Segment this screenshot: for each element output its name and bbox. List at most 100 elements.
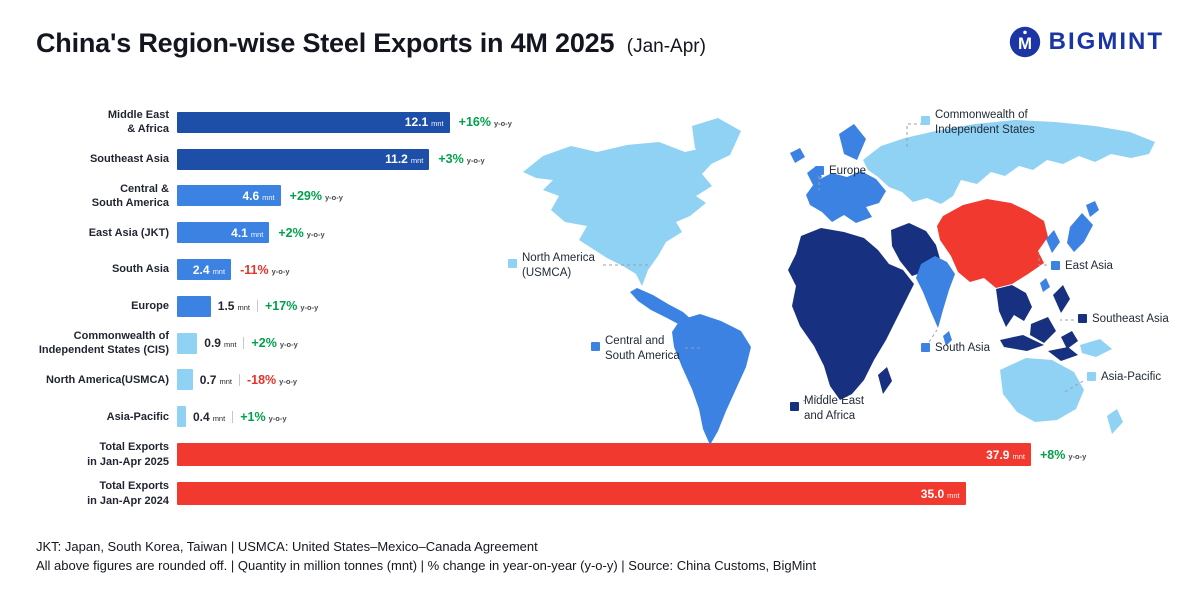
map-region-philippines bbox=[1053, 285, 1070, 313]
map-region-north-america bbox=[523, 142, 715, 286]
bar-row-total-2025: Total Exports in Jan-Apr 2025 37.9 mnt +8%… bbox=[36, 435, 1136, 474]
bar-south-asia: 2.4 mnt bbox=[177, 259, 232, 281]
bar-row-asia-pacific: Asia-Pacific 0.4 mnt +1% y-o-y bbox=[36, 398, 1136, 435]
map-region-south-asia bbox=[916, 256, 955, 328]
bar-row-cis: Commonwealth of Independent States (CIS) … bbox=[36, 325, 1136, 362]
bar-value: 2.4 mnt bbox=[192, 262, 226, 277]
bar-track: 4.6 mnt +29% y-o-y bbox=[177, 178, 1031, 215]
legend-square-central-south-america bbox=[591, 342, 600, 351]
value-separator bbox=[238, 373, 240, 386]
bar-row-label: South Asia bbox=[111, 263, 169, 276]
bar-row-label: Southeast Asia bbox=[89, 153, 169, 166]
bar-track: 1.5 mnt +17% y-o-y bbox=[177, 288, 1031, 325]
map-region-southeast-asia-mainland bbox=[996, 285, 1032, 327]
map-region-hokkaido bbox=[1086, 201, 1099, 217]
yoy-change: +8% y-o-y bbox=[1040, 447, 1087, 462]
brand-logo: M BIGMINT bbox=[1009, 26, 1164, 58]
bar-europe bbox=[177, 295, 211, 317]
map-region-sumatra-java bbox=[1000, 335, 1044, 351]
leader-line-south-asia bbox=[928, 329, 938, 343]
bar-row-label: Middle East & Africa bbox=[107, 109, 169, 136]
map-region-scandinavia bbox=[839, 124, 866, 160]
bar-track: 12.1 mnt +16% y-o-y bbox=[177, 104, 1031, 141]
bar-track: 0.9 mnt +2% y-o-y bbox=[177, 325, 1031, 362]
bar-east-asia: 4.1 mnt bbox=[177, 222, 270, 244]
legend-square-middle-east-africa bbox=[790, 402, 799, 411]
bar-row-label: Commonwealth of Independent States (CIS) bbox=[38, 329, 169, 357]
map-label-cis: Commonwealth of Independent States bbox=[921, 108, 1035, 137]
map-region-china bbox=[937, 199, 1048, 288]
bar-row-middle-east-africa: Middle East & Africa 12.1 mnt +16% y-o-y bbox=[36, 104, 1136, 141]
bar-north-america bbox=[177, 369, 193, 391]
bar-row-label: Total Exports in Jan-Apr 2025 bbox=[87, 441, 169, 468]
bar-value: 37.9 mnt bbox=[986, 447, 1025, 462]
value-separator bbox=[232, 410, 234, 423]
world-map-svg bbox=[523, 118, 1155, 445]
legend-square-north-america bbox=[508, 259, 517, 268]
map-region-japan bbox=[1067, 213, 1093, 252]
bar-row-label: East Asia (JKT) bbox=[88, 226, 169, 239]
bar-track: 4.1 mnt +2% y-o-y bbox=[177, 214, 1031, 251]
bigmint-logo-icon: M bbox=[1009, 26, 1040, 58]
bar-middle-east-africa: 12.1 mnt bbox=[177, 111, 450, 133]
bar-track: 0.4 mnt +1% y-o-y bbox=[177, 398, 1031, 435]
bar-row-east-asia: East Asia (JKT) 4.1 mnt +2% y-o-y bbox=[36, 214, 1136, 251]
yoy-change: +3% y-o-y bbox=[438, 152, 485, 167]
bar-value: 12.1 mnt bbox=[404, 115, 444, 130]
bar-row-label: Central & South America bbox=[91, 182, 169, 209]
map-region-africa bbox=[788, 228, 914, 400]
map-label-east-asia: East Asia bbox=[1051, 259, 1113, 274]
map-region-greenland bbox=[692, 118, 741, 165]
map-region-sri-lanka bbox=[943, 331, 952, 346]
chart-title: China's Region-wise Steel Exports in 4M … bbox=[36, 28, 615, 58]
yoy-change: -11% y-o-y bbox=[240, 262, 290, 277]
map-region-south-america bbox=[672, 314, 751, 445]
map-region-sulawesi bbox=[1061, 331, 1078, 349]
map-label-europe: Europe bbox=[815, 164, 866, 179]
yoy-change: -18% y-o-y bbox=[246, 372, 298, 387]
map-label-south-asia: South Asia bbox=[921, 341, 990, 356]
bar-track: 11.2 mnt +3% y-o-y bbox=[177, 141, 1031, 178]
bar-southeast-asia: 11.2 mnt bbox=[177, 148, 430, 170]
bar-row-central-south-america: Central & South America 4.6 mnt +29% y-o-y bbox=[36, 178, 1136, 215]
bar-row-total-2024: Total Exports in Jan-Apr 2024 35.0 mnt bbox=[36, 474, 1136, 513]
bar-value: 4.1 mnt bbox=[231, 225, 264, 240]
yoy-change: +1% y-o-y bbox=[240, 409, 287, 424]
bar-row-southeast-asia: Southeast Asia 11.2 mnt +3% y-o-y bbox=[36, 141, 1136, 178]
value-separator bbox=[243, 337, 245, 350]
map-label-central-south-america: Central and South America bbox=[591, 334, 680, 363]
map-region-europe bbox=[806, 171, 886, 223]
map-region-java-east bbox=[1048, 347, 1078, 361]
map-label-north-america: North America (USMCA) bbox=[508, 251, 595, 280]
bar-value: 0.4 mnt bbox=[193, 409, 226, 424]
bar-value: 11.2 mnt bbox=[385, 152, 424, 167]
footnote-line-2: All above figures are rounded off. | Qua… bbox=[36, 557, 817, 573]
bar-value: 0.7 mnt bbox=[199, 372, 232, 387]
map-region-borneo bbox=[1030, 317, 1056, 343]
map-region-korea bbox=[1046, 230, 1060, 253]
yoy-change: +17% y-o-y bbox=[265, 299, 319, 314]
bar-row-north-america: North America(USMCA) 0.7 mnt -18% y-o-y bbox=[36, 362, 1136, 399]
map-region-cis bbox=[863, 120, 1155, 204]
map-region-iceland bbox=[790, 148, 805, 163]
bar-row-label: Asia-Pacific bbox=[106, 410, 169, 423]
yoy-change: +29% y-o-y bbox=[289, 188, 343, 203]
legend-square-southeast-asia bbox=[1078, 314, 1087, 323]
bar-asia-pacific bbox=[177, 406, 186, 428]
bar-cis bbox=[177, 332, 198, 354]
footnote-line-1: JKT: Japan, South Korea, Taiwan | USMCA:… bbox=[36, 539, 538, 554]
bar-central-south-america: 4.6 mnt bbox=[177, 185, 281, 207]
footnotes: JKT: Japan, South Korea, Taiwan | USMCA:… bbox=[36, 538, 816, 576]
bar-value: 0.9 mnt bbox=[204, 336, 237, 351]
map-label-asia-pacific: Asia-Pacific bbox=[1087, 370, 1161, 385]
map-region-taiwan bbox=[1040, 278, 1050, 292]
bar-value: 4.6 mnt bbox=[242, 188, 275, 203]
bar-row-europe: Europe 1.5 mnt +17% y-o-y bbox=[36, 288, 1136, 325]
bar-row-label: Europe bbox=[131, 300, 169, 313]
legend-square-europe bbox=[815, 166, 824, 175]
bar-track: 35.0 mnt bbox=[177, 474, 1031, 513]
bar-chart: Middle East & Africa 12.1 mnt +16% y-o-y So… bbox=[36, 104, 1136, 513]
map-region-central-america bbox=[630, 288, 692, 326]
leader-line-cis bbox=[906, 123, 923, 148]
legend-square-asia-pacific bbox=[1087, 372, 1096, 381]
